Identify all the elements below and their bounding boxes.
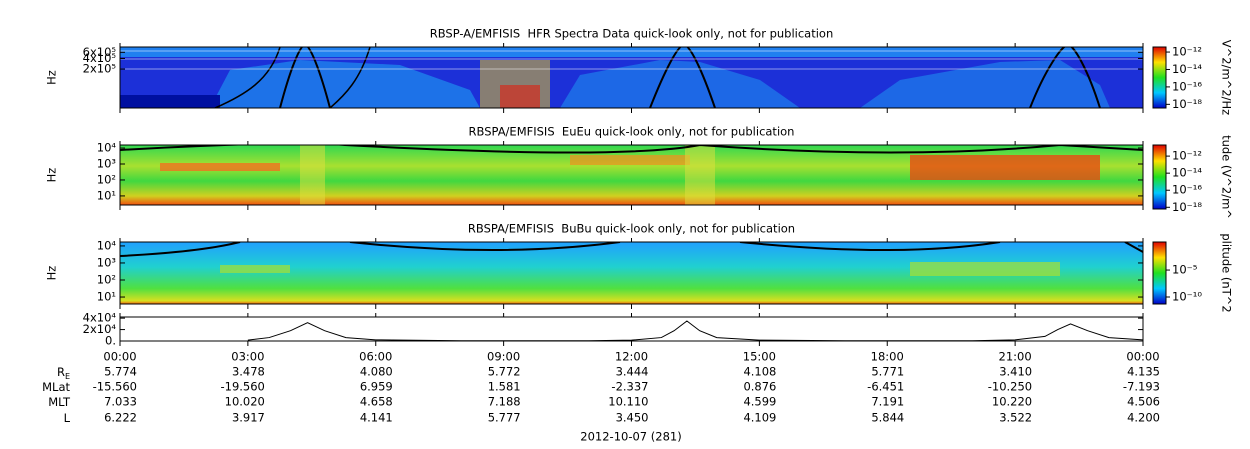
x-tick-label: 09:00 <box>487 350 520 364</box>
ephemeris-value: 3.450 <box>616 411 649 425</box>
y-tick-label: 10⁴ <box>97 238 117 252</box>
ephemeris-value: 4.109 <box>743 411 776 425</box>
colorbar-title: V^2/m^2/Hz <box>1220 40 1234 115</box>
colorbar-title: plitude (nT^2 <box>1220 233 1234 312</box>
x-tick-label: 15:00 <box>743 350 776 364</box>
panel-frame <box>119 316 1144 342</box>
ephemeris-value: 1.581 <box>488 380 521 394</box>
spectrogram-image <box>120 145 1143 205</box>
ephemeris-value: 4.141 <box>360 411 393 425</box>
ephemeris-value: 3.478 <box>232 365 265 379</box>
colorbar-tick-label: 10⁻¹⁸ <box>1172 97 1202 111</box>
x-tick-label: 00:00 <box>1126 350 1159 364</box>
ephemeris-value: 0.876 <box>743 380 776 394</box>
panel-title: RBSPA/EMFISIS EuEu quick-look only, not … <box>469 125 795 139</box>
ephemeris-value: 3.522 <box>999 411 1032 425</box>
colorbar-tick-label: 10⁻¹⁴ <box>1172 62 1202 76</box>
colorbar-tick-label: 10⁻¹⁸ <box>1172 200 1202 214</box>
ephemeris-value: 5.772 <box>488 365 521 379</box>
colorbar-tick-label: 10⁻⁵ <box>1172 263 1198 277</box>
ephemeris-value: 6.222 <box>104 411 137 425</box>
colorbar-tick-label: 10⁻¹⁰ <box>1172 289 1202 303</box>
panel-title: RBSPA/EMFISIS BuBu quick-look only, not … <box>468 222 795 236</box>
ephemeris-value: -7.193 <box>1123 380 1160 394</box>
ephemeris-value: 7.191 <box>871 395 904 409</box>
colorbar-tick-label: 10⁻¹⁴ <box>1172 166 1202 180</box>
row-label: L <box>64 411 71 425</box>
y-axis-label: Hz <box>45 168 59 183</box>
colorbar-tick-label: 10⁻¹⁶ <box>1172 79 1202 93</box>
y-tick-label: 0. <box>105 334 116 348</box>
y-tick-label: 4x10⁴ <box>83 311 117 325</box>
row-label: MLT <box>48 395 71 409</box>
y-tick-label: 10³ <box>97 156 117 170</box>
row-label-text: MLat <box>42 380 70 394</box>
x-tick-label: 18:00 <box>871 350 904 364</box>
row-label: MLat <box>42 380 70 394</box>
ephemeris-value: 3.444 <box>616 365 649 379</box>
y-tick-label: 2x10⁵ <box>83 62 117 76</box>
colorbar-tick-label: 10⁻¹² <box>1172 149 1202 163</box>
colorbar-tick-label: 10⁻¹⁶ <box>1172 183 1202 197</box>
colorbar <box>1152 46 1167 109</box>
spectrogram-image <box>120 242 1143 304</box>
ephemeris-value: 7.188 <box>488 395 521 409</box>
ephemeris-value: 4.080 <box>360 365 393 379</box>
ephemeris-value: 7.033 <box>104 395 137 409</box>
ephemeris-value: 5.774 <box>104 365 137 379</box>
y-tick-label: 6x10⁵ <box>83 45 117 59</box>
y-tick-label: 10² <box>97 172 116 186</box>
ephemeris-value: 10.220 <box>992 395 1032 409</box>
y-tick-label: 4x10⁵ <box>83 51 117 65</box>
row-label-text: L <box>64 411 71 425</box>
date-label: 2012-10-07 (281) <box>580 430 681 444</box>
panel-title: RBSP-A/EMFISIS HFR Spectra Data quick-lo… <box>430 27 834 41</box>
row-label-text: R <box>57 365 65 379</box>
ephemeris-value: -15.560 <box>93 380 137 394</box>
x-tick-label: 12:00 <box>615 350 648 364</box>
ephemeris-value: 4.200 <box>1127 411 1160 425</box>
y-axis-label: Hz <box>45 70 59 85</box>
y-tick-label: 10¹ <box>97 188 116 202</box>
x-tick-label: 06:00 <box>359 350 392 364</box>
spectrogram-image <box>120 47 1143 108</box>
y-tick-label: 10¹ <box>97 290 116 304</box>
ephemeris-value: 10.020 <box>225 395 265 409</box>
row-label-sub: E <box>65 372 70 381</box>
colorbar-tick-label: 10⁻¹² <box>1172 45 1202 59</box>
x-tick-label: 00:00 <box>103 350 136 364</box>
ephemeris-value: 4.658 <box>360 395 393 409</box>
ephemeris-value: 5.844 <box>871 411 904 425</box>
ephemeris-value: 3.917 <box>232 411 265 425</box>
x-tick-label: 21:00 <box>999 350 1032 364</box>
x-tick-label: 03:00 <box>231 350 264 364</box>
row-label: RE <box>57 365 70 381</box>
ephemeris-value: -10.250 <box>988 380 1032 394</box>
row-label-text: MLT <box>48 395 71 409</box>
ephemeris-value: 10.110 <box>608 395 648 409</box>
ephemeris-value: 5.777 <box>488 411 521 425</box>
colorbar-title: tude (V^2/m^ <box>1220 135 1234 219</box>
ephemeris-value: -6.451 <box>867 380 904 394</box>
y-tick-label: 10³ <box>97 255 117 269</box>
ephemeris-value: 4.108 <box>743 365 776 379</box>
ephemeris-value: -19.560 <box>220 380 264 394</box>
colorbar <box>1152 144 1167 210</box>
y-tick-label: 2x10⁴ <box>83 322 117 336</box>
ephemeris-value: 5.771 <box>871 365 904 379</box>
ephemeris-value: -2.337 <box>611 380 648 394</box>
y-axis-label: Hz <box>45 266 59 281</box>
ephemeris-value: 4.599 <box>743 395 776 409</box>
data-line <box>247 320 1144 342</box>
ephemeris-value: 3.410 <box>999 365 1032 379</box>
ephemeris-value: 4.135 <box>1127 365 1160 379</box>
y-tick-label: 10² <box>97 272 116 286</box>
colorbar <box>1152 241 1167 305</box>
ephemeris-value: 4.506 <box>1127 395 1160 409</box>
ephemeris-value: 6.959 <box>360 380 393 394</box>
y-tick-label: 10⁴ <box>97 141 117 155</box>
